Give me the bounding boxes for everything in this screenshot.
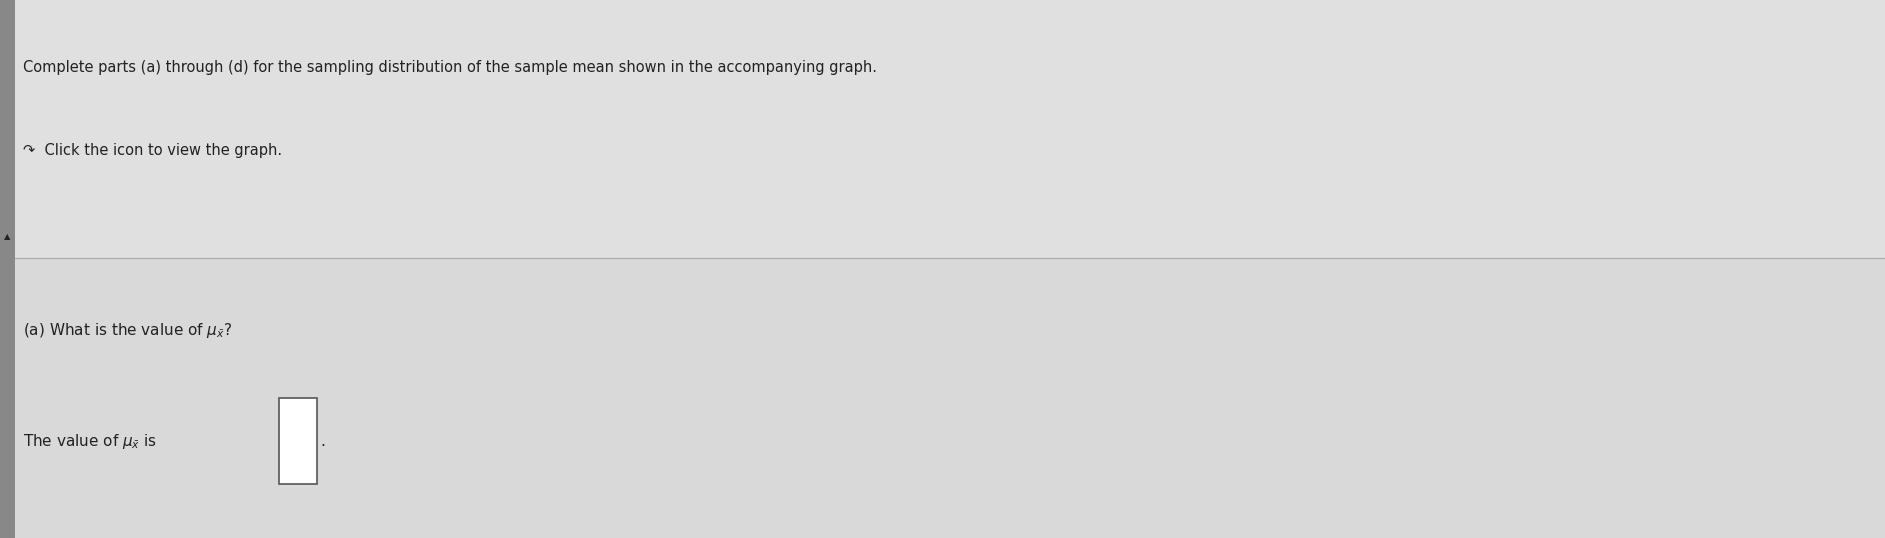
Text: ↷  Click the icon to view the graph.: ↷ Click the icon to view the graph. bbox=[23, 143, 281, 158]
Text: The value of $\mu_{\bar{x}}$ is: The value of $\mu_{\bar{x}}$ is bbox=[23, 431, 156, 451]
Bar bbox=[0, 258, 1885, 538]
Text: .: . bbox=[320, 434, 326, 449]
Text: ▲: ▲ bbox=[4, 232, 11, 241]
Bar bbox=[0, 0, 1885, 258]
Bar bbox=[0, 0, 15, 538]
Text: (a) What is the value of $\mu_{\bar{x}}$?: (a) What is the value of $\mu_{\bar{x}}$… bbox=[23, 321, 232, 341]
Bar bbox=[279, 398, 317, 484]
Text: Complete parts (a) through (d) for the sampling distribution of the sample mean : Complete parts (a) through (d) for the s… bbox=[23, 60, 877, 75]
